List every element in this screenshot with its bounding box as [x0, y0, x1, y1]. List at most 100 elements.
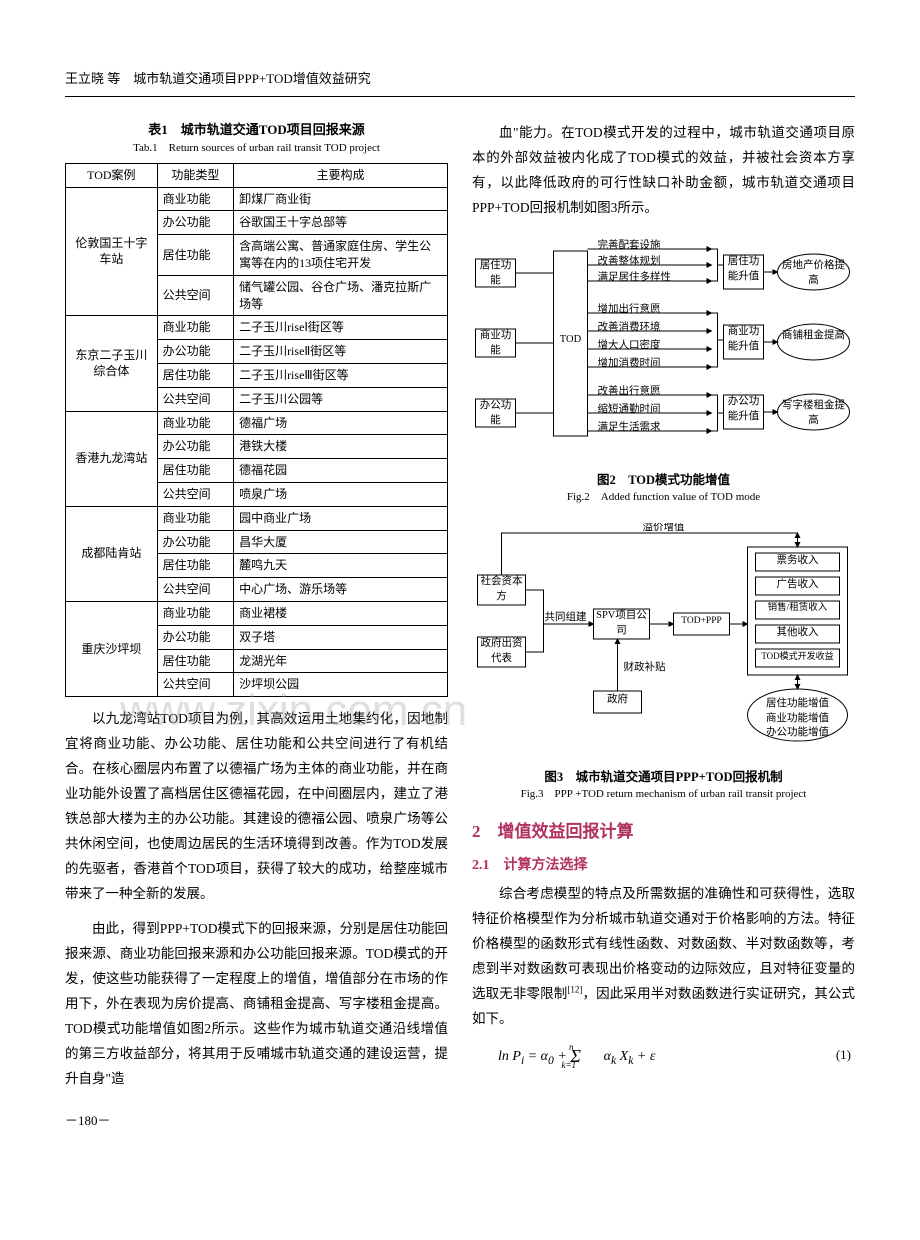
subsection-heading: 2.1 计算方法选择 — [472, 856, 855, 876]
fig2-label: 完善配套设施 — [598, 239, 708, 253]
fig2-label: 改善消费环境 — [598, 321, 708, 335]
table-cell: 德福广场 — [234, 411, 448, 435]
table-cell: 商业功能 — [157, 187, 233, 211]
table-cell: 二子玉川riseⅡ街区等 — [234, 340, 448, 364]
fig2-label: 改善出行意愿 — [598, 385, 708, 399]
table-row: 成都陆肯站商业功能园中商业广场 — [66, 506, 448, 530]
figure2: 居住功能 商业功能 办公功能 TOD 完善配套设施 改善整体规划 满足居住多样性… — [472, 231, 855, 505]
fig2-label: 增加消费时间 — [598, 357, 708, 371]
table-row: 东京二子玉川综合体商业功能二子玉川riseⅠ街区等 — [66, 316, 448, 340]
formula-number: (1) — [836, 1046, 851, 1064]
fig2-oval: 房地产价格提高 — [782, 259, 846, 287]
fig2-oval: 写字楼租金提高 — [782, 399, 846, 427]
paragraph: 以九龙湾站TOD项目为例，其高效运用土地集约化，因地制宜将商业功能、办公功能、居… — [65, 707, 448, 907]
table-cell: 东京二子玉川综合体 — [66, 316, 158, 411]
fig3-node: 政府出资代表 — [478, 637, 526, 666]
table-cell: 居住功能 — [157, 363, 233, 387]
formula: ln Pi = α0 + Σnk=1 αk Xk + ε — [498, 1042, 655, 1069]
fig2-node: 居住功能 — [476, 259, 516, 287]
fig3-rev: 其他收入 — [756, 626, 840, 641]
table-cell: 公共空间 — [157, 275, 233, 316]
fig3-edge-label: 财政补贴 — [624, 661, 680, 675]
fig2-tod: TOD — [558, 333, 584, 348]
figure2-subtitle: Fig.2 Added function value of TOD mode — [472, 490, 855, 505]
table-cell: 商业裙楼 — [234, 601, 448, 625]
figure3-title: 图3 城市轨道交通项目PPP+TOD回报机制 — [472, 769, 855, 787]
table1-subtitle: Tab.1 Return sources of urban rail trans… — [65, 141, 448, 156]
fig3-rev: 广告收入 — [756, 578, 840, 593]
table1: TOD案例 功能类型 主要构成 伦敦国王十字车站商业功能卸煤厂商业街办公功能谷歌… — [65, 163, 448, 697]
table-cell: 昌华大厦 — [234, 530, 448, 554]
table-cell: 公共空间 — [157, 387, 233, 411]
fig2-label: 增加出行意愿 — [598, 303, 708, 317]
table-row: 香港九龙湾站商业功能德福广场 — [66, 411, 448, 435]
figure2-svg: 居住功能 商业功能 办公功能 TOD 完善配套设施 改善整体规划 满足居住多样性… — [472, 231, 855, 461]
table-cell: 二子玉川公园等 — [234, 387, 448, 411]
fig2-oval: 商铺租金提高 — [782, 329, 846, 344]
paragraph: 综合考虑模型的特点及所需数据的准确性和可获得性，选取特征价格模型作为分析城市轨道… — [472, 882, 855, 1032]
table-cell: 二子玉川riseⅢ街区等 — [234, 363, 448, 387]
table-cell: 居住功能 — [157, 554, 233, 578]
table-cell: 办公功能 — [157, 625, 233, 649]
table-cell: 卸煤厂商业街 — [234, 187, 448, 211]
figure2-title: 图2 TOD模式功能增值 — [472, 472, 855, 490]
figure3-svg: 社会资本方 政府出资代表 SPV项目公司 政府 TOD+PPP 票务收入 广告收… — [472, 523, 855, 758]
table-cell: 公共空间 — [157, 578, 233, 602]
table-cell: 谷歌国王十字总部等 — [234, 211, 448, 235]
fig2-rbox: 商业功能升值 — [724, 325, 764, 354]
table-cell: 办公功能 — [157, 435, 233, 459]
fig3-node: 社会资本方 — [478, 575, 526, 604]
table-cell: 中心广场、游乐场等 — [234, 578, 448, 602]
table-cell: 商业功能 — [157, 316, 233, 340]
table-cell: 园中商业广场 — [234, 506, 448, 530]
table-cell: 储气罐公园、谷仓广场、潘克拉斯广场等 — [234, 275, 448, 316]
fig3-rev: 票务收入 — [756, 554, 840, 569]
table-cell: 龙湖光年 — [234, 649, 448, 673]
table-cell: 公共空间 — [157, 482, 233, 506]
table-cell: 麓鸣九天 — [234, 554, 448, 578]
table-cell: 商业功能 — [157, 506, 233, 530]
fig2-label: 改善整体规划 — [598, 255, 708, 269]
table-cell: 德福花园 — [234, 459, 448, 483]
fig2-node: 商业功能 — [476, 329, 516, 357]
table-cell: 办公功能 — [157, 211, 233, 235]
table-cell: 伦敦国王十字车站 — [66, 187, 158, 316]
figure3: 社会资本方 政府出资代表 SPV项目公司 政府 TOD+PPP 票务收入 广告收… — [472, 523, 855, 802]
fig2-node: 办公功能 — [476, 399, 516, 427]
table-header: 主要构成 — [234, 163, 448, 187]
table-cell: 商业功能 — [157, 601, 233, 625]
table-cell: 港铁大楼 — [234, 435, 448, 459]
paragraph: 血"能力。在TOD模式开发的过程中，城市轨道交通项目原本的外部效益被内化成了TO… — [472, 121, 855, 221]
fig2-rbox: 办公功能升值 — [724, 395, 764, 424]
table1-title: 表1 城市轨道交通TOD项目回报来源 — [65, 121, 448, 139]
table-cell: 居住功能 — [157, 649, 233, 673]
fig2-label: 缩短通勤时间 — [598, 403, 708, 417]
table-cell: 二子玉川riseⅠ街区等 — [234, 316, 448, 340]
figure3-subtitle: Fig.3 PPP +TOD return mechanism of urban… — [472, 787, 855, 802]
table-cell: 居住功能 — [157, 235, 233, 276]
table-row: 伦敦国王十字车站商业功能卸煤厂商业街 — [66, 187, 448, 211]
paragraph: 由此，得到PPP+TOD模式下的回报来源，分别是居住功能回报来源、商业功能回报来… — [65, 917, 448, 1092]
table-cell: 香港九龙湾站 — [66, 411, 158, 506]
right-column: 血"能力。在TOD模式开发的过程中，城市轨道交通项目原本的外部效益被内化成了TO… — [472, 121, 855, 1091]
table-cell: 办公功能 — [157, 340, 233, 364]
two-column-layout: 表1 城市轨道交通TOD项目回报来源 Tab.1 Return sources … — [65, 121, 855, 1091]
fig2-label: 增大人口密度 — [598, 339, 708, 353]
paragraph-text: 综合考虑模型的特点及所需数据的准确性和可获得性，选取特征价格模型作为分析城市轨道… — [472, 886, 855, 1026]
table-cell: 喷泉广场 — [234, 482, 448, 506]
page-number: －180－ — [65, 1112, 855, 1130]
table-cell: 成都陆肯站 — [66, 506, 158, 601]
table-cell: 重庆沙坪坝 — [66, 601, 158, 696]
fig2-label: 满足居住多样性 — [598, 271, 708, 285]
fig3-node: TOD+PPP — [674, 615, 730, 628]
table-cell: 双子塔 — [234, 625, 448, 649]
fig3-oval: 居住功能增值 商业功能增值 办公功能增值 — [754, 697, 842, 737]
fig3-edge-label: 共同组建 — [538, 611, 594, 625]
fig3-edge-label: 溢价增值 — [624, 523, 704, 535]
fig2-label: 满足生活需求 — [598, 421, 708, 435]
fig3-rev: 销售/租赁收入 — [756, 602, 840, 615]
fig2-rbox: 居住功能升值 — [724, 255, 764, 284]
page-header: 王立晓 等 城市轨道交通项目PPP+TOD增值效益研究 — [65, 70, 855, 97]
table-cell: 居住功能 — [157, 459, 233, 483]
formula-row: ln Pi = α0 + Σnk=1 αk Xk + ε (1) — [472, 1042, 855, 1069]
